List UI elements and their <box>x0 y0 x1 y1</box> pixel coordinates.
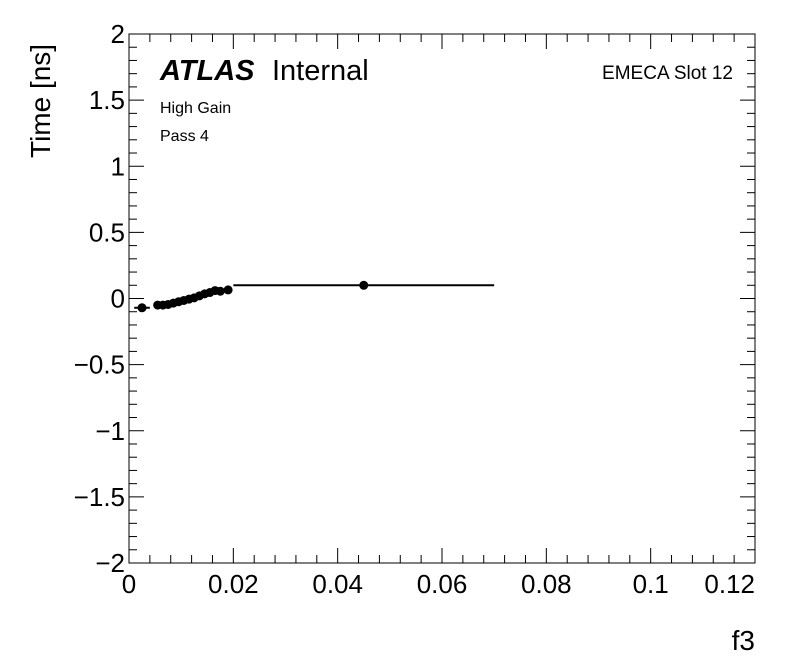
y-axis-title: Time [ns] <box>25 44 56 158</box>
x-tick-label: 0.06 <box>417 569 468 599</box>
y-tick-label: 1 <box>111 151 125 181</box>
y-tick-label: 0 <box>111 284 125 314</box>
y-tick-label: 2 <box>111 19 125 49</box>
x-tick-label: 0.12 <box>704 569 755 599</box>
pass-label: Pass 4 <box>160 128 209 145</box>
data-point <box>359 280 369 290</box>
region-label: EMECA Slot 12 <box>602 63 733 84</box>
y-tick-label: −1 <box>95 416 125 446</box>
data-point <box>223 285 233 295</box>
x-tick-label: 0.02 <box>208 569 259 599</box>
x-tick-label: 0.04 <box>312 569 363 599</box>
x-tick-label: 0.1 <box>633 569 669 599</box>
y-axis: −2 −1.5 −1 −0.5 0 0.5 1 1.5 2 <box>74 19 755 578</box>
data-points <box>134 280 495 313</box>
atlas-label: ATLAS <box>159 55 255 87</box>
x-tick-label: 0 <box>122 569 136 599</box>
x-axis: 0 0.02 0.04 0.06 0.08 0.1 0.12 <box>122 34 756 599</box>
x-tick-label: 0.08 <box>521 569 572 599</box>
internal-label: Internal <box>272 55 369 87</box>
data-point <box>137 303 147 313</box>
gain-label: High Gain <box>160 100 231 117</box>
y-tick-label: 0.5 <box>89 217 125 247</box>
data-point <box>215 286 225 296</box>
y-tick-label: −1.5 <box>74 482 125 512</box>
y-tick-label: −2 <box>95 548 125 578</box>
y-tick-label: −0.5 <box>74 350 125 380</box>
y-tick-label: 1.5 <box>89 85 125 115</box>
x-axis-title: f3 <box>732 625 755 656</box>
